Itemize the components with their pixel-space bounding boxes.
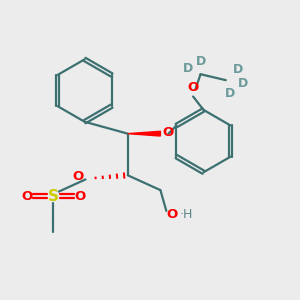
Text: ·H: ·H: [180, 208, 193, 221]
Text: S: S: [48, 189, 59, 204]
Text: O: O: [166, 208, 178, 221]
Text: O: O: [74, 190, 86, 202]
Text: D: D: [225, 87, 236, 100]
Text: D: D: [183, 62, 193, 75]
Text: O: O: [162, 126, 173, 139]
Text: O: O: [21, 190, 32, 202]
Text: O: O: [73, 170, 84, 183]
Text: O: O: [188, 80, 199, 94]
Text: D: D: [196, 55, 206, 68]
Polygon shape: [128, 131, 160, 136]
Text: D: D: [238, 76, 248, 90]
Text: D: D: [233, 63, 243, 76]
